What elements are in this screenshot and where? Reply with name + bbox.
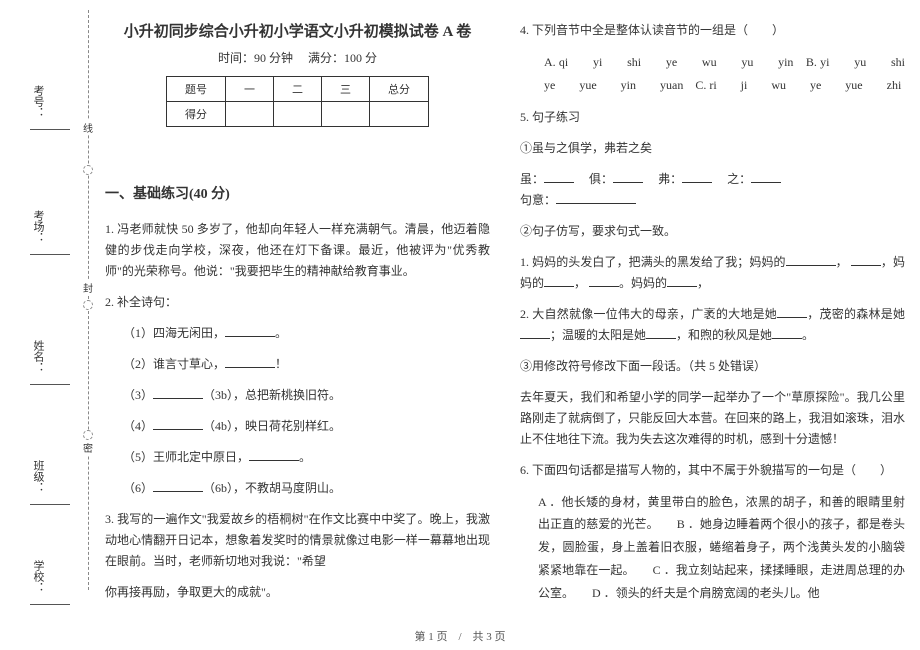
q2-item: （2）谁言寸草心，！ <box>105 354 490 375</box>
blank-input[interactable] <box>786 254 836 266</box>
blank-input[interactable] <box>153 387 203 399</box>
q2-item: （6）（6b），不教胡马度阴山。 <box>105 478 490 499</box>
th-1: 一 <box>226 77 274 102</box>
q3-cont: 你再接再励，争取更大的成就"。 <box>105 582 490 603</box>
binding-ring <box>83 300 93 310</box>
blank-input[interactable] <box>646 327 676 339</box>
blank-input[interactable] <box>556 192 636 204</box>
q2-item: （1）四海无闲田，。 <box>105 323 490 344</box>
binding-ring <box>83 165 93 175</box>
side-field-class: 班级： <box>30 460 80 505</box>
q2-item: （5）王师北定中原日，。 <box>105 447 490 468</box>
blank-input[interactable] <box>682 171 712 183</box>
score-table: 题号 一 二 三 总分 得分 <box>166 76 429 127</box>
blank-input[interactable] <box>520 327 550 339</box>
blank-input[interactable] <box>667 275 697 287</box>
th-total: 总分 <box>370 77 429 102</box>
td-blank[interactable] <box>274 102 322 127</box>
th-num: 题号 <box>167 77 226 102</box>
q5-1-blanks: 虽： 俱： 弗： 之： 句意： <box>520 169 905 211</box>
q4-options: A. qi yi shi ye wu yu yin B. yi yu shi y… <box>520 51 905 97</box>
page-footer: 第 1 页 / 共 3 页 <box>0 628 920 644</box>
q5-1a: ①虽与之俱学，弗若之矣 <box>520 138 905 159</box>
blank-input[interactable] <box>225 325 275 337</box>
blank-input[interactable] <box>589 275 619 287</box>
binding-marker: 封 <box>80 280 96 295</box>
th-3: 三 <box>322 77 370 102</box>
side-field-room: 考场： <box>30 210 80 255</box>
blank-input[interactable] <box>851 254 881 266</box>
full-label: 满分：100 分 <box>308 51 377 65</box>
q5-4: ③用修改符号修改下面一段话。（共 5 处错误） <box>520 356 905 377</box>
binding-marker: 线 <box>80 120 96 135</box>
side-field-school: 学校： <box>30 560 80 605</box>
q2-item: （4）（4b），映日荷花别样红。 <box>105 416 490 437</box>
time-label: 时间：90 分钟 <box>218 51 293 65</box>
binding-ring <box>83 430 93 440</box>
q1-text: 1. 冯老师就快 50 多岁了，他却向年轻人一样充满朝气。清晨，他迈着隐健的步伐… <box>105 219 490 282</box>
q5-2: ②句子仿写，要求句式一致。 <box>520 221 905 242</box>
side-field-name: 姓名： <box>30 340 80 385</box>
th-2: 二 <box>274 77 322 102</box>
blank-input[interactable] <box>225 356 275 368</box>
q6-options: A ．他长矮的身材，黄里带白的脸色，浓黑的胡子，和善的眼睛里射出正直的慈爱的光芒… <box>520 491 905 605</box>
blank-input[interactable] <box>777 306 807 318</box>
blank-input[interactable] <box>772 327 802 339</box>
section-heading: 一、基础练习(40 分) <box>105 183 490 203</box>
td-blank[interactable] <box>370 102 429 127</box>
blank-input[interactable] <box>153 480 203 492</box>
blank-input[interactable] <box>544 171 574 183</box>
blank-input[interactable] <box>249 449 299 461</box>
exam-title: 小升初同步综合小升初小学语文小升初模拟试卷 A 卷 <box>105 20 490 41</box>
q5-label: 5. 句子练习 <box>520 107 905 128</box>
td-score-label: 得分 <box>167 102 226 127</box>
q3-text: 3. 我写的一遍作文"我爱故乡的梧桐树"在作文比赛中中奖了。晚上，我激动地心情翻… <box>105 509 490 572</box>
td-blank[interactable] <box>226 102 274 127</box>
q2-label: 2. 补全诗句： <box>105 292 490 313</box>
exam-subtitle: 时间：90 分钟 满分：100 分 <box>105 49 490 66</box>
binding-marker: 密 <box>80 440 96 455</box>
blank-input[interactable] <box>544 275 574 287</box>
q5-3-text: 2. 大自然就像一位伟大的母亲，广袤的大地是她，茂密的森林是她；温暖的太阳是她，… <box>520 304 905 346</box>
side-field-examno: 考号： <box>30 85 80 130</box>
q2-item: （3）（3b），总把新桃换旧符。 <box>105 385 490 406</box>
q4-text: 4. 下列音节中全是整体认读音节的一组是（ ） <box>520 20 905 41</box>
q5-2-text: 1. 妈妈的头发白了，把满头的黑发给了我；妈妈的， ，妈妈的， 。妈妈的， <box>520 252 905 294</box>
binding-margin: 线 封 密 考号： 考场： 姓名： 班级： 学校： <box>0 0 95 620</box>
q5-4-text: 去年夏天，我们和希望小学的同学一起举办了一个"草原探险"。我几公里路刚走了就病倒… <box>520 387 905 450</box>
q6-text: 6. 下面四句话都是描写人物的，其中不属于外貌描写的一句是（ ） <box>520 460 905 481</box>
blank-input[interactable] <box>613 171 643 183</box>
page-content: 小升初同步综合小升初小学语文小升初模拟试卷 A 卷 时间：90 分钟 满分：10… <box>105 20 905 620</box>
blank-input[interactable] <box>153 418 203 430</box>
blank-input[interactable] <box>751 171 781 183</box>
td-blank[interactable] <box>322 102 370 127</box>
